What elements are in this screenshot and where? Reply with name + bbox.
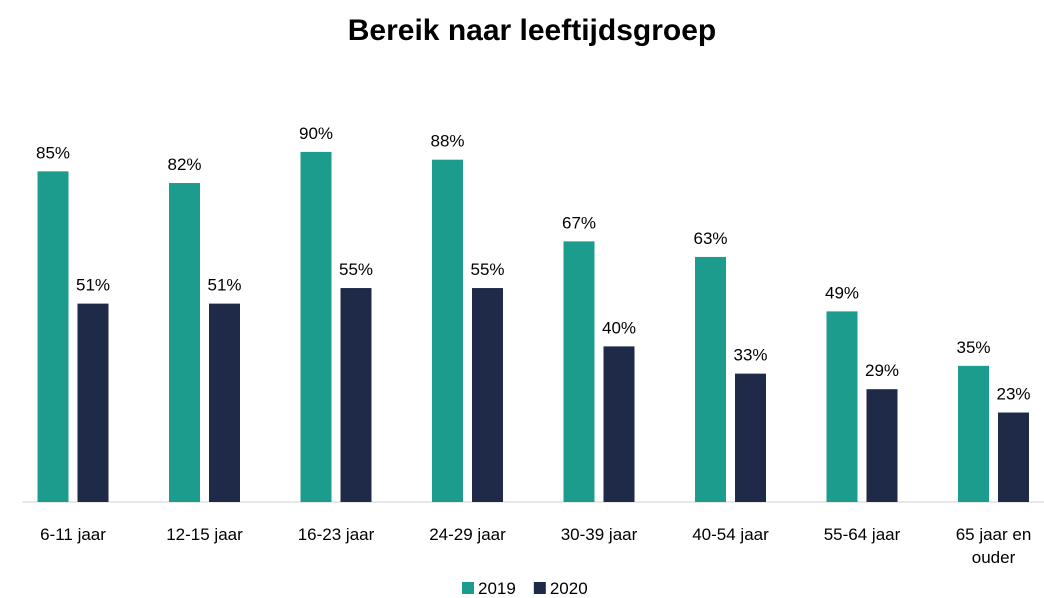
value-label: 88% <box>430 132 464 151</box>
value-label: 85% <box>36 143 70 162</box>
legend-label: 2020 <box>550 579 588 598</box>
bar <box>432 159 463 502</box>
bar <box>998 412 1029 502</box>
x-tick-label: 12-15 jaar <box>166 525 243 544</box>
bar <box>695 256 726 502</box>
value-label: 82% <box>167 155 201 174</box>
bar <box>826 311 858 502</box>
chart-title: Bereik naar leeftijdsgroep <box>348 14 716 47</box>
bar <box>37 171 69 502</box>
value-label: 29% <box>865 361 899 380</box>
bar <box>563 241 595 502</box>
legend-label: 2019 <box>478 579 516 598</box>
value-label: 55% <box>470 260 504 279</box>
value-label: 35% <box>956 338 990 357</box>
value-label: 33% <box>733 346 767 365</box>
value-label: 90% <box>299 124 333 143</box>
bar <box>603 346 635 502</box>
bar <box>77 303 109 502</box>
value-label: 23% <box>996 385 1030 404</box>
value-label: 55% <box>339 260 373 279</box>
bar <box>472 288 503 502</box>
x-tick-label: 65 jaar en ouder <box>955 525 1032 567</box>
x-tick-label: 6-11 jaar <box>40 525 106 544</box>
bar <box>958 365 989 502</box>
bar <box>340 288 372 502</box>
bar <box>866 389 898 502</box>
bar <box>300 151 332 502</box>
legend-swatch <box>533 582 546 594</box>
x-tick-label: 24-29 jaar <box>429 525 506 544</box>
value-label: 49% <box>825 283 859 302</box>
bar <box>209 303 240 502</box>
x-tick-label: 30-39 jaar <box>560 525 638 544</box>
value-label: 40% <box>602 318 636 337</box>
bar <box>169 183 200 502</box>
value-label: 63% <box>693 229 727 248</box>
x-tick-label: 16-23 jaar <box>297 525 375 544</box>
x-tick-label: 40-54 jaar <box>692 525 769 544</box>
bar <box>735 373 766 502</box>
legend-swatch <box>462 582 474 594</box>
value-label: 51% <box>76 276 110 295</box>
value-label: 51% <box>207 276 241 295</box>
value-label: 67% <box>562 213 596 232</box>
x-tick-label: 55-64 jaar <box>823 525 901 544</box>
